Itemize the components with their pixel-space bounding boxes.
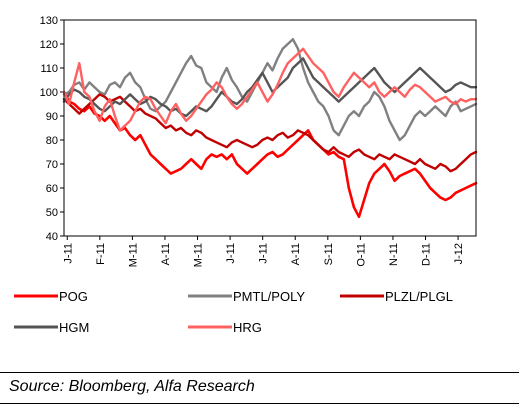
- x-tick-label: M-11: [127, 243, 139, 267]
- plot-frame: [63, 19, 477, 237]
- x-tick-label: O-11: [355, 243, 367, 267]
- source-divider: [0, 372, 519, 373]
- y-tick-label: 100: [40, 87, 58, 99]
- series-layer: [62, 19, 478, 237]
- x-tick-label: S-11: [323, 243, 335, 265]
- y-tick-label: 40: [46, 231, 58, 243]
- legend-label: HRG: [233, 320, 262, 335]
- x-tick-label: J-11: [258, 243, 270, 264]
- x-tick-label: N-11: [388, 243, 400, 266]
- y-tick-label: 70: [46, 159, 58, 171]
- x-axis: J-11 F-11 M-11 A-11 M-11 J-11 J-11 A-11 S-11 O-11…: [62, 236, 465, 267]
- x-tick-label: F-11: [95, 243, 107, 265]
- series-line-plzl-plgl: [62, 93, 478, 173]
- y-tick-label: 80: [46, 135, 58, 147]
- y-tick-label: 50: [46, 207, 58, 219]
- source-note: Source: Bloomberg, Alfa Research: [9, 378, 255, 395]
- bottom-divider: [0, 403, 519, 404]
- y-tick-label: 130: [40, 15, 58, 27]
- x-tick-label: A-11: [160, 243, 172, 265]
- series-line-pmtl-poly: [62, 38, 478, 142]
- x-tick-label: D-11: [421, 243, 433, 266]
- series-line-pog: [62, 90, 478, 219]
- line-chart: 40 50 60 70 80 90 100 110 120 130 J-11 F-11 M-11 A-1…: [14, 15, 478, 335]
- legend-label: HGM: [59, 320, 89, 335]
- x-tick-label: J-11: [62, 243, 74, 264]
- y-axis: 40 50 60 70 80 90 100 110 120 130: [40, 15, 64, 243]
- legend-label: PLZL/PLGL: [385, 289, 453, 304]
- series-line-hgm: [62, 57, 478, 118]
- series-line-hrg: [62, 47, 478, 132]
- legend-label: POG: [59, 289, 88, 304]
- legend: POG PMTL/POLY PLZL/PLGL HGM HRG: [14, 289, 453, 335]
- x-tick-label: A-11: [290, 243, 302, 265]
- y-tick-label: 120: [40, 39, 58, 51]
- legend-label: PMTL/POLY: [233, 289, 305, 304]
- y-tick-label: 110: [40, 63, 58, 75]
- y-tick-label: 90: [46, 111, 58, 123]
- y-tick-label: 60: [46, 183, 58, 195]
- x-tick-label: J-12: [453, 243, 465, 264]
- x-tick-label: M-11: [193, 243, 205, 267]
- x-tick-label: J-11: [225, 243, 237, 264]
